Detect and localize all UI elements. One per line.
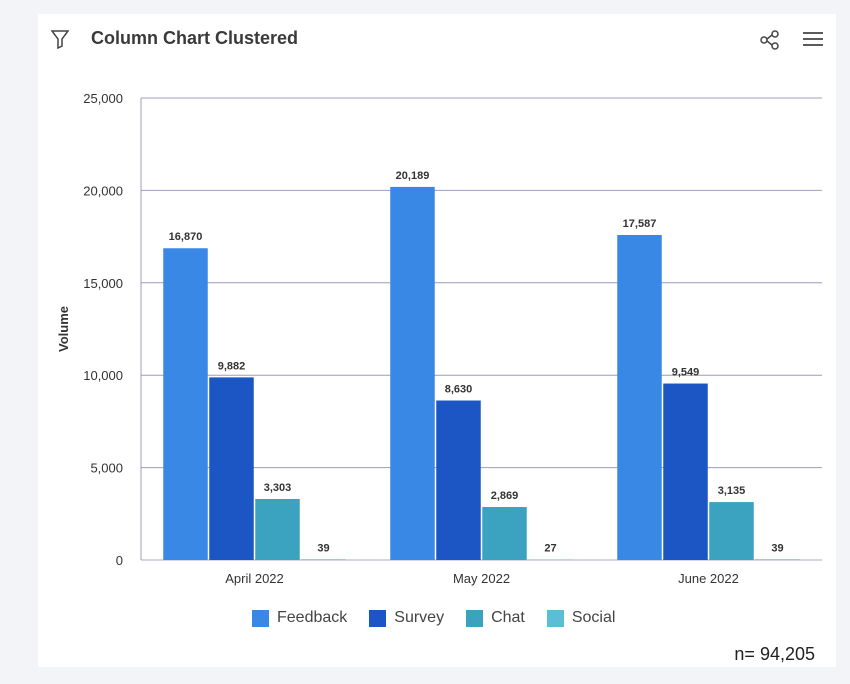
share-icon[interactable]	[760, 30, 780, 55]
hamburger-menu-icon[interactable]	[803, 31, 823, 52]
bar-chat[interactable]	[482, 506, 527, 560]
legend-label: Feedback	[277, 609, 348, 626]
page-title: Column Chart Clustered	[91, 28, 299, 48]
data-label: 20,189	[396, 170, 430, 182]
bar-survey[interactable]	[436, 400, 481, 560]
chart-plot: 0 5,000 10,000 15,000 20,000 25,000 Volume Apri…	[56, 91, 822, 586]
bar-social[interactable]	[301, 559, 346, 560]
y-axis-label: Volume	[56, 306, 71, 352]
bar-feedback[interactable]	[163, 248, 208, 560]
data-label: 9,882	[218, 360, 246, 372]
legend-item-social[interactable]: Social	[546, 609, 616, 627]
filter-icon[interactable]	[50, 29, 70, 54]
data-label: 9,549	[672, 367, 700, 379]
legend-swatch	[252, 609, 269, 627]
legend-label: Chat	[491, 609, 525, 626]
data-label: 3,303	[264, 482, 292, 494]
bar-social[interactable]	[755, 559, 800, 560]
data-label: 39	[771, 542, 783, 554]
y-tick-label: 25,000	[83, 91, 123, 106]
data-label: 16,870	[169, 231, 203, 243]
y-tick-label: 0	[116, 553, 123, 568]
data-label: 8,630	[445, 384, 473, 396]
sample-size: n= 94,205	[734, 644, 815, 664]
legend-label: Social	[571, 609, 616, 626]
bar-chat[interactable]	[709, 502, 754, 560]
x-tick-label: May 2022	[453, 571, 510, 586]
bar-chat[interactable]	[255, 498, 300, 560]
legend: Feedback Survey Chat Social	[252, 609, 615, 627]
legend-swatch	[369, 609, 387, 627]
data-label: 17,587	[623, 218, 657, 230]
x-tick-label: June 2022	[678, 571, 739, 586]
legend-item-chat[interactable]: Chat	[466, 609, 525, 627]
legend-swatch	[466, 609, 484, 627]
y-tick-label: 10,000	[83, 368, 123, 383]
y-tick-label: 5,000	[90, 461, 123, 476]
bar-feedback[interactable]	[390, 186, 435, 560]
x-tick-label: April 2022	[225, 571, 284, 586]
data-label: 27	[544, 543, 556, 555]
legend-item-survey[interactable]: Survey	[369, 609, 444, 627]
y-tick-label: 20,000	[83, 183, 123, 198]
bar-feedback[interactable]	[617, 234, 662, 560]
data-label: 39	[317, 542, 329, 554]
bar-survey[interactable]	[663, 383, 708, 560]
legend-label: Survey	[394, 609, 445, 626]
data-label: 3,135	[718, 485, 746, 497]
legend-item-feedback[interactable]: Feedback	[252, 609, 347, 627]
y-tick-label: 15,000	[83, 276, 123, 291]
legend-swatch	[546, 609, 564, 627]
bar-survey[interactable]	[209, 377, 254, 560]
data-label: 2,869	[491, 490, 519, 502]
